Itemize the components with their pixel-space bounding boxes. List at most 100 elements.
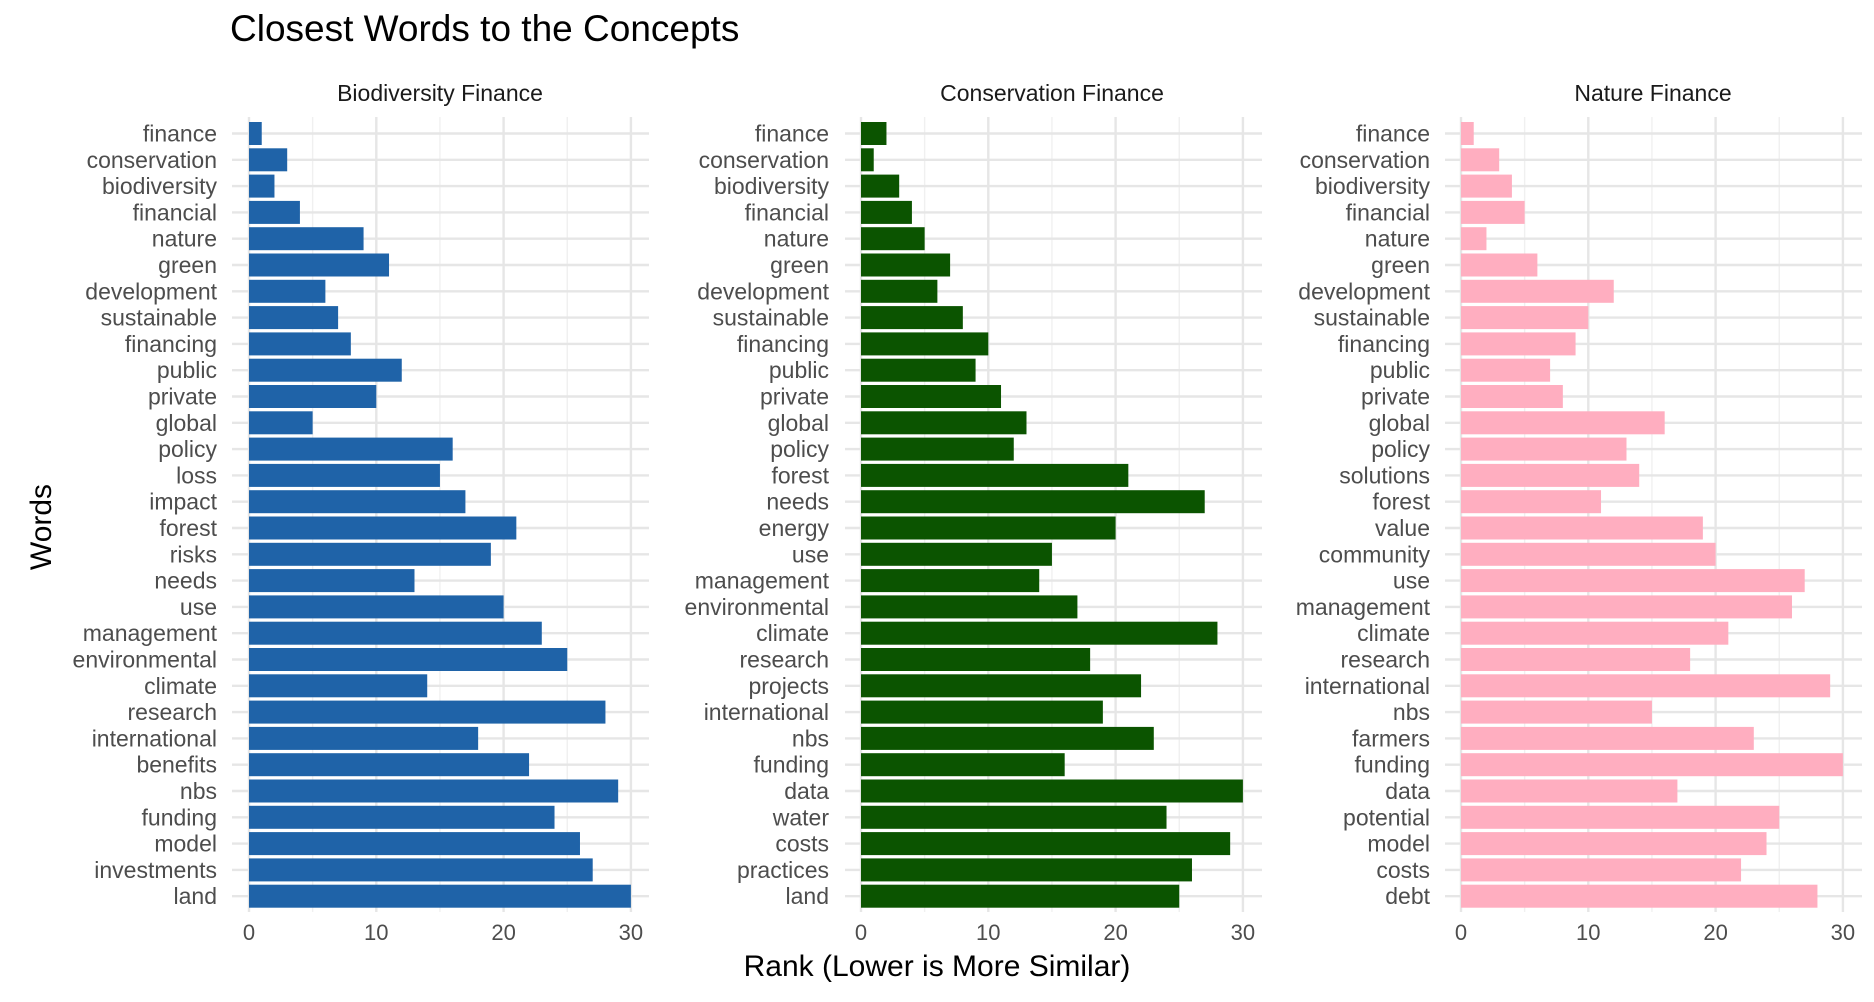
word-label: benefits — [136, 752, 217, 778]
word-label: management — [83, 620, 218, 646]
bar — [249, 674, 428, 698]
bar — [1461, 569, 1805, 593]
word-label: policy — [158, 436, 217, 462]
word-label: value — [1375, 515, 1430, 541]
bar — [1461, 122, 1474, 145]
bar — [861, 385, 1002, 408]
bar — [1461, 437, 1627, 461]
word-label: nature — [1365, 226, 1430, 252]
word-label: projects — [748, 673, 829, 699]
bar — [861, 332, 989, 356]
word-label: sustainable — [1314, 305, 1430, 331]
word-label: global — [768, 410, 829, 436]
word-label: green — [1371, 252, 1430, 278]
bar — [249, 516, 517, 540]
bar — [1461, 253, 1538, 277]
word-label: potential — [1343, 804, 1430, 830]
bar — [861, 805, 1167, 829]
word-label: model — [1367, 831, 1430, 857]
bar — [249, 726, 479, 750]
word-label: solutions — [1339, 462, 1430, 488]
chart-title: Closest Words to the Concepts — [230, 8, 740, 49]
bar — [861, 148, 874, 172]
bar — [249, 753, 530, 777]
bar — [1461, 779, 1678, 803]
word-label: nbs — [180, 778, 217, 804]
bar — [249, 569, 415, 593]
bar — [861, 621, 1218, 645]
word-label: use — [180, 594, 217, 620]
word-label: international — [704, 699, 829, 725]
word-label: green — [770, 252, 829, 278]
word-label: nature — [764, 226, 829, 252]
word-label: policy — [1371, 436, 1430, 462]
bar — [249, 411, 313, 435]
bar — [1461, 227, 1487, 251]
word-label: conservation — [1300, 147, 1430, 173]
x-tick-label: 30 — [1231, 920, 1255, 945]
word-label: loss — [176, 462, 217, 488]
bar — [1461, 174, 1512, 198]
word-label: finance — [143, 121, 217, 147]
x-tick-label: 20 — [1703, 920, 1727, 945]
bar — [249, 148, 288, 172]
bar — [1461, 463, 1640, 487]
bar — [1461, 595, 1792, 619]
bar — [249, 648, 568, 671]
bar — [1461, 858, 1742, 882]
word-label: data — [1385, 778, 1430, 804]
word-label: funding — [1355, 752, 1430, 778]
word-label: development — [85, 278, 217, 304]
bar — [1461, 358, 1551, 382]
bar — [249, 358, 402, 382]
word-label: biodiversity — [1315, 173, 1431, 199]
bar — [1461, 148, 1500, 172]
bar — [249, 700, 606, 724]
bar — [1461, 805, 1780, 829]
word-label: water — [772, 804, 830, 830]
bar — [861, 490, 1205, 514]
word-label: forest — [159, 515, 217, 541]
word-label: investments — [94, 857, 217, 883]
word-label: energy — [759, 515, 830, 541]
bar — [861, 648, 1091, 671]
bar — [1461, 332, 1576, 356]
word-label: debt — [1385, 883, 1430, 909]
word-label: land — [174, 883, 217, 909]
word-label: international — [92, 725, 217, 751]
word-label: land — [786, 883, 829, 909]
word-label: costs — [1376, 857, 1430, 883]
word-label: practices — [737, 857, 829, 883]
bar — [1461, 884, 1818, 908]
bar — [861, 726, 1154, 750]
x-tick-label: 30 — [619, 920, 643, 945]
word-label: financial — [133, 199, 217, 225]
word-label: needs — [766, 489, 829, 515]
bar — [1461, 490, 1602, 514]
bar — [249, 227, 364, 251]
word-label: costs — [775, 831, 829, 857]
bar — [249, 306, 339, 330]
word-label: research — [740, 647, 829, 673]
word-label: nbs — [1393, 699, 1430, 725]
word-label: nbs — [792, 725, 829, 751]
word-label: public — [1370, 357, 1430, 383]
word-label: financing — [737, 331, 829, 357]
word-label: public — [769, 357, 829, 383]
x-tick-label: 0 — [855, 920, 867, 945]
bar — [249, 490, 466, 514]
panel-title: Nature Finance — [1574, 80, 1731, 106]
bar — [861, 753, 1065, 777]
bar — [861, 306, 963, 330]
word-label: development — [697, 278, 829, 304]
word-label: conservation — [699, 147, 829, 173]
word-label: finance — [1356, 121, 1430, 147]
word-label: climate — [1357, 620, 1430, 646]
word-label: impact — [149, 489, 217, 515]
word-label: private — [760, 384, 829, 410]
bar — [249, 621, 542, 645]
word-label: international — [1305, 673, 1430, 699]
bar — [861, 253, 951, 277]
x-tick-label: 20 — [1103, 920, 1127, 945]
